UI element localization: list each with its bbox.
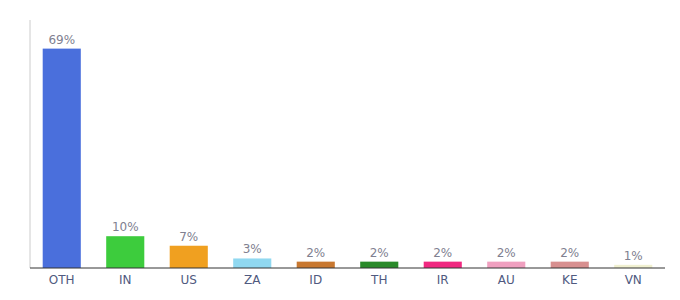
data-label: 2% xyxy=(497,246,516,260)
bar xyxy=(233,258,271,268)
data-labels: 69% 10% 7% 3% 2% 2% 2% 2% 2% 1% xyxy=(48,33,642,263)
axes: OTH IN US ZA ID TH IR AU KE VN xyxy=(30,20,665,287)
data-label: 10% xyxy=(112,220,139,234)
data-label: 69% xyxy=(48,33,75,47)
x-tick-label: IN xyxy=(119,273,132,287)
data-label: 2% xyxy=(560,246,579,260)
data-label: 7% xyxy=(179,230,198,244)
chart-svg: OTH IN US ZA ID TH IR AU KE VN 69% 10% 7% 3% 2% 2% 2% 2% 2… xyxy=(0,0,680,300)
bar xyxy=(170,246,208,268)
x-tick-label: TH xyxy=(370,273,387,287)
data-label: 2% xyxy=(306,246,325,260)
data-label: 2% xyxy=(370,246,389,260)
bar xyxy=(487,262,525,268)
data-label: 2% xyxy=(433,246,452,260)
bar xyxy=(424,262,462,268)
x-tick-label: VN xyxy=(625,273,642,287)
data-label: 3% xyxy=(243,242,262,256)
x-tick-label: AU xyxy=(498,273,515,287)
x-tick-label: ID xyxy=(309,273,322,287)
bar xyxy=(106,236,144,268)
x-tick-label: US xyxy=(181,273,197,287)
x-tick-label: IR xyxy=(437,273,449,287)
bars xyxy=(43,49,653,268)
bar xyxy=(360,262,398,268)
x-tick-label: OTH xyxy=(49,273,75,287)
bar xyxy=(43,49,81,268)
x-axis-line xyxy=(30,268,665,269)
x-tick-label: KE xyxy=(562,273,577,287)
chart-container: OTH IN US ZA ID TH IR AU KE VN 69% 10% 7% 3% 2% 2% 2% 2% 2… xyxy=(0,0,680,300)
x-tick-label: ZA xyxy=(244,273,261,287)
data-label: 1% xyxy=(624,249,643,263)
bar xyxy=(297,262,335,268)
bar xyxy=(551,262,589,268)
y-axis-line xyxy=(30,20,31,268)
